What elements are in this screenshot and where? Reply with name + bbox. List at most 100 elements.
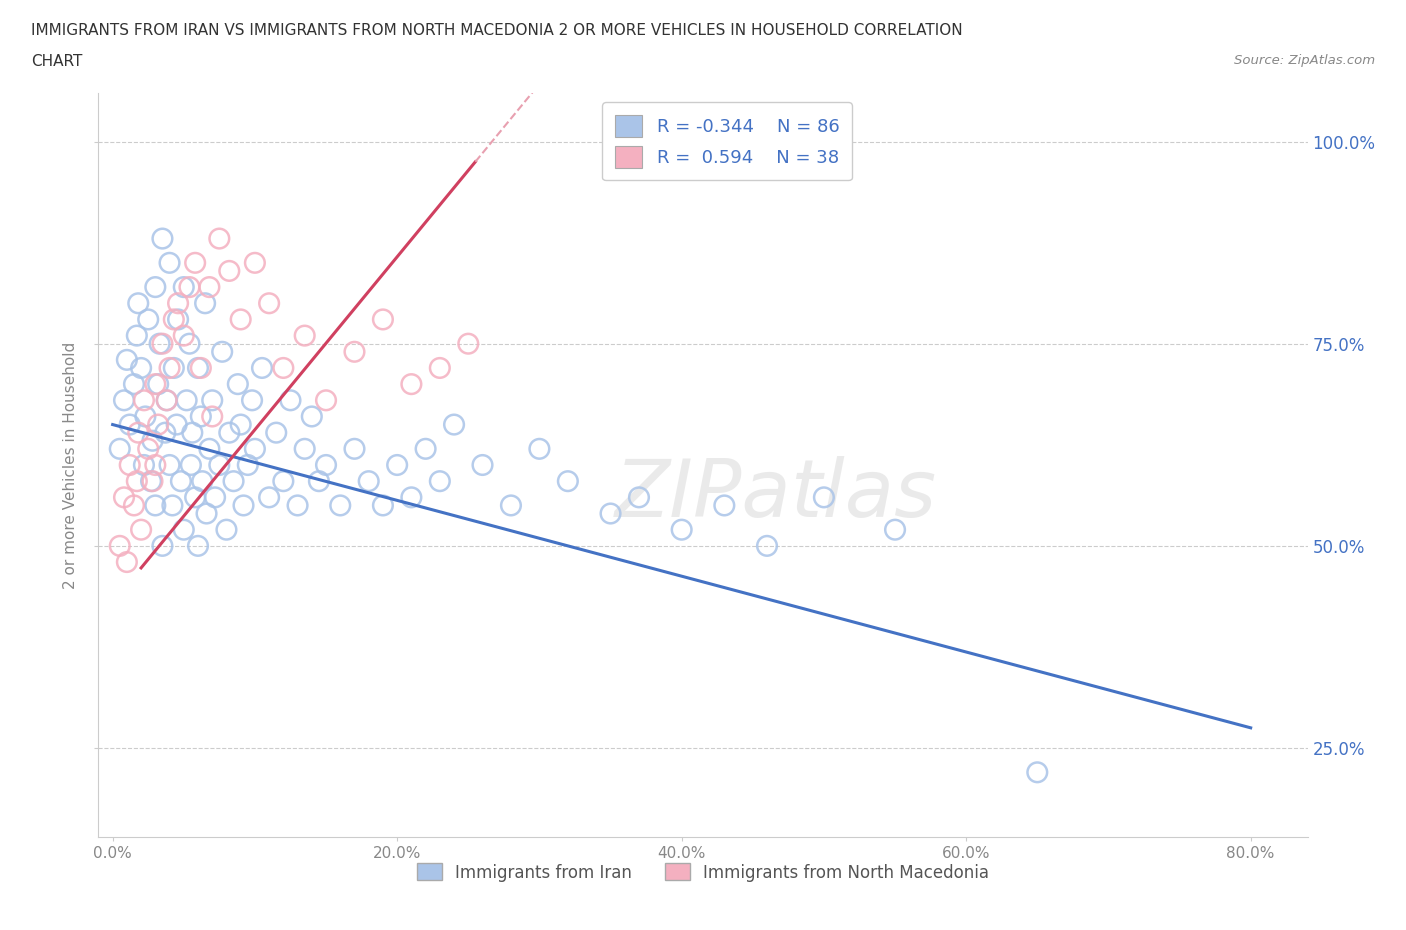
Point [884, 523, 907, 538]
Point [308, 473, 330, 488]
Point [184, 256, 207, 271]
Point [226, 377, 249, 392]
Point [627, 490, 650, 505]
Point [159, 361, 181, 376]
Point [329, 498, 352, 512]
Point [315, 458, 337, 472]
Point [1026, 764, 1049, 779]
Point [143, 280, 166, 295]
Point [194, 296, 217, 311]
Point [218, 263, 240, 278]
Point [429, 473, 451, 488]
Text: ZIPatlas: ZIPatlas [614, 456, 936, 534]
Point [218, 425, 240, 440]
Point [173, 328, 195, 343]
Point [129, 523, 152, 538]
Point [179, 337, 201, 352]
Point [149, 337, 172, 352]
Point [198, 442, 221, 457]
Point [301, 409, 323, 424]
Point [173, 523, 195, 538]
Point [108, 442, 131, 457]
Point [136, 442, 159, 457]
Point [250, 361, 273, 376]
Point [191, 473, 214, 488]
Point [599, 506, 621, 521]
Point [180, 458, 202, 472]
Point [243, 442, 266, 457]
Point [134, 409, 156, 424]
Point [152, 232, 174, 246]
Point [166, 418, 188, 432]
Point [173, 280, 195, 295]
Point [125, 473, 148, 488]
Point [187, 538, 209, 553]
Point [294, 442, 316, 457]
Point [343, 442, 366, 457]
Point [343, 344, 366, 359]
Point [167, 312, 190, 326]
Point [108, 538, 131, 553]
Point [118, 458, 141, 472]
Point [499, 498, 522, 512]
Point [141, 473, 163, 488]
Point [141, 433, 163, 448]
Point [371, 498, 394, 512]
Point [129, 361, 152, 376]
Point [143, 498, 166, 512]
Point [208, 458, 231, 472]
Point [756, 538, 779, 553]
Point [162, 498, 184, 512]
Point [236, 458, 259, 472]
Point [257, 296, 280, 311]
Point [195, 506, 218, 521]
Point [190, 361, 212, 376]
Point [280, 392, 302, 407]
Point [222, 473, 245, 488]
Point [232, 498, 254, 512]
Point [243, 256, 266, 271]
Point [127, 296, 149, 311]
Point [385, 458, 408, 472]
Point [170, 473, 193, 488]
Point [127, 425, 149, 440]
Point [204, 490, 226, 505]
Point [132, 392, 155, 407]
Point [415, 442, 437, 457]
Y-axis label: 2 or more Vehicles in Household: 2 or more Vehicles in Household [63, 341, 79, 589]
Point [179, 280, 201, 295]
Point [443, 418, 465, 432]
Point [187, 361, 209, 376]
Point [184, 490, 207, 505]
Point [240, 392, 263, 407]
Point [139, 473, 162, 488]
Point [143, 377, 166, 392]
Point [257, 490, 280, 505]
Point [122, 498, 145, 512]
Point [152, 337, 174, 352]
Point [401, 377, 423, 392]
Point [215, 523, 238, 538]
Point [112, 490, 135, 505]
Point [156, 392, 179, 407]
Point [229, 312, 252, 326]
Point [294, 328, 316, 343]
Point [143, 458, 166, 472]
Point [122, 377, 145, 392]
Text: CHART: CHART [31, 54, 83, 69]
Point [115, 554, 138, 569]
Text: Source: ZipAtlas.com: Source: ZipAtlas.com [1234, 54, 1375, 67]
Point [156, 392, 179, 407]
Point [671, 523, 693, 538]
Point [159, 458, 181, 472]
Point [229, 418, 252, 432]
Point [136, 312, 159, 326]
Point [273, 361, 295, 376]
Point [146, 418, 169, 432]
Point [167, 296, 190, 311]
Point [181, 425, 204, 440]
Point [557, 473, 579, 488]
Point [201, 409, 224, 424]
Point [211, 344, 233, 359]
Legend: Immigrants from Iran, Immigrants from North Macedonia: Immigrants from Iran, Immigrants from No… [411, 857, 995, 888]
